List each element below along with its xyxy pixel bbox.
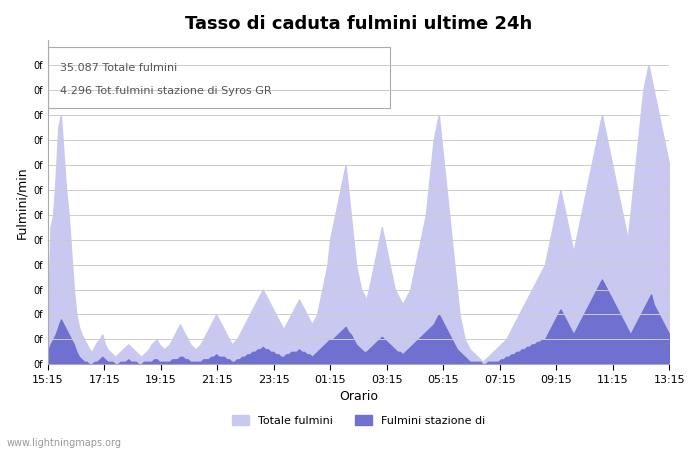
- Text: 4.296 Tot.fulmini stazione di Syros GR: 4.296 Tot.fulmini stazione di Syros GR: [60, 86, 272, 95]
- Legend: Totale fulmini, Fulmini stazione di: Totale fulmini, Fulmini stazione di: [228, 410, 489, 430]
- Text: www.lightningmaps.org: www.lightningmaps.org: [7, 437, 122, 447]
- Y-axis label: Fulmini/min: Fulmini/min: [15, 166, 28, 239]
- Text: 35.087 Totale fulmini: 35.087 Totale fulmini: [60, 63, 178, 73]
- Title: Tasso di caduta fulmini ultime 24h: Tasso di caduta fulmini ultime 24h: [185, 15, 532, 33]
- X-axis label: Orario: Orario: [339, 390, 378, 403]
